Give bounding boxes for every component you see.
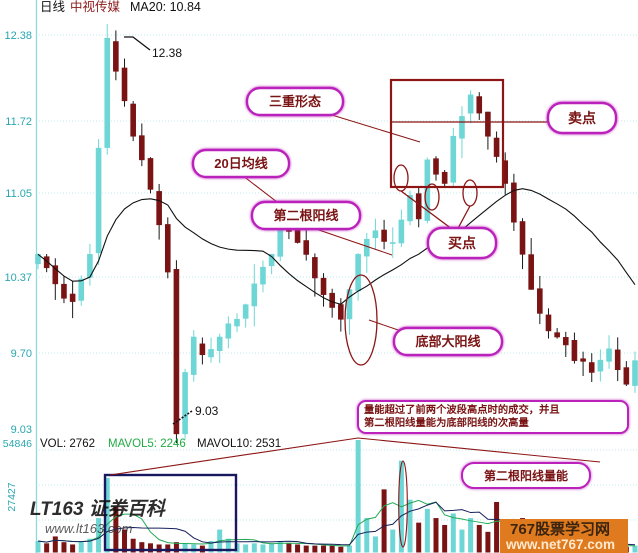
svg-text:11.05: 11.05	[5, 188, 32, 200]
svg-text:MA20: 10.84: MA20: 10.84	[130, 0, 201, 14]
svg-text:中视传媒: 中视传媒	[70, 0, 121, 14]
svg-text:第二根阳线量能: 第二根阳线量能	[484, 468, 568, 483]
svg-text:20日均线: 20日均线	[214, 156, 267, 171]
svg-text:量能超过了前两个波段高点时的成交，并且: 量能超过了前两个波段高点时的成交，并且	[364, 403, 560, 416]
svg-text:9.03: 9.03	[195, 404, 219, 418]
svg-text:www.lt163.com: www.lt163.com	[45, 521, 133, 536]
svg-text:卖点: 卖点	[568, 110, 596, 126]
svg-text:LT163 证券百科: LT163 证券百科	[30, 498, 167, 520]
svg-text:日线: 日线	[40, 0, 66, 14]
svg-text:12.38: 12.38	[4, 30, 32, 42]
svg-text:27427: 27427	[6, 482, 18, 511]
svg-text:买点: 买点	[448, 235, 476, 251]
svg-text:第二根阳线量能为底部阳线的次高量: 第二根阳线量能为底部阳线的次高量	[364, 416, 529, 429]
svg-text:VOL: 2762: VOL: 2762	[40, 438, 95, 450]
svg-text:767股票学习网: 767股票学习网	[510, 520, 610, 538]
svg-text:MAVOL5: 2246: MAVOL5: 2246	[108, 438, 186, 450]
svg-text:9.70: 9.70	[11, 348, 32, 360]
svg-text:54846: 54846	[3, 438, 32, 450]
svg-text:MAVOL10: 2531: MAVOL10: 2531	[197, 438, 281, 450]
svg-text:12.38: 12.38	[152, 46, 182, 60]
svg-text:第二根阳线: 第二根阳线	[273, 208, 338, 223]
svg-text:9.03: 9.03	[11, 424, 32, 436]
svg-text:11.72: 11.72	[5, 116, 32, 128]
svg-text:三重形态: 三重形态	[269, 94, 321, 109]
svg-text:底部大阳线: 底部大阳线	[415, 334, 480, 349]
svg-text:www.net767.com: www.net767.com	[505, 537, 615, 552]
svg-text:10.37: 10.37	[4, 272, 32, 284]
